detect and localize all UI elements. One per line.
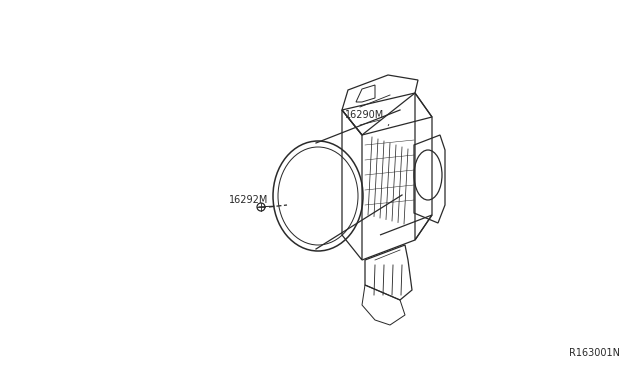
Text: 16292M: 16292M: [229, 195, 268, 205]
Text: R163001N: R163001N: [569, 348, 620, 358]
Text: 16290M: 16290M: [345, 110, 384, 120]
